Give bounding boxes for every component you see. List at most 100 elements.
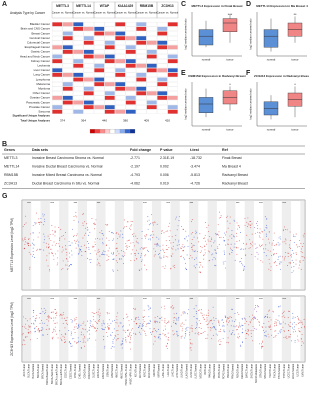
dot: [62, 260, 64, 262]
dot: [96, 311, 98, 313]
dot: [240, 232, 242, 233]
dot: [190, 343, 192, 345]
dot: [164, 251, 165, 253]
shade-band: [281, 200, 287, 290]
dot: [64, 340, 66, 342]
dot: [232, 235, 234, 237]
dot: [220, 328, 221, 330]
dot: [282, 312, 284, 313]
dot: [285, 243, 287, 245]
dot: [33, 323, 35, 325]
dot: [247, 329, 249, 330]
dot: [275, 330, 277, 332]
dot: [97, 314, 99, 316]
dot: [208, 240, 210, 242]
dot: [251, 223, 253, 225]
dot: [243, 317, 245, 319]
dot: [222, 237, 224, 239]
dot: [236, 235, 238, 237]
dot: [68, 252, 70, 254]
shade-band: [267, 200, 273, 290]
heat-cell: [104, 86, 115, 91]
dot: [183, 311, 185, 313]
dot: [84, 244, 85, 246]
dot: [259, 343, 261, 345]
dot: [43, 241, 45, 243]
dot: [227, 318, 229, 320]
dot: [219, 236, 221, 238]
dot: [239, 344, 241, 346]
dot: [183, 323, 185, 325]
dot: [155, 330, 156, 331]
dot: [236, 240, 238, 242]
dot: [236, 329, 238, 331]
dot: [292, 236, 294, 237]
dot: [223, 240, 225, 242]
dot: [289, 231, 291, 233]
dot: [147, 323, 149, 324]
dot: [219, 324, 220, 326]
dot: [212, 259, 214, 261]
dot: [219, 339, 221, 341]
dot: [291, 266, 292, 268]
dot: [236, 329, 237, 331]
dot: [46, 255, 48, 257]
dot: [34, 331, 36, 333]
dot: [162, 248, 164, 250]
dot: [55, 317, 57, 319]
dot: [279, 236, 281, 238]
heat-cell: [52, 100, 63, 105]
dot: [48, 238, 50, 240]
dot: [274, 261, 276, 263]
dot: [103, 329, 105, 330]
dot: [42, 311, 44, 313]
dot: [274, 336, 276, 338]
dot: [129, 227, 131, 229]
dot: [65, 319, 67, 321]
dot: [159, 257, 161, 259]
dot: [206, 337, 208, 339]
dot: [241, 262, 243, 264]
dot: [109, 328, 111, 330]
dot: [66, 264, 68, 266]
dot: [136, 317, 138, 318]
dot: [62, 312, 64, 314]
dot: [89, 259, 91, 261]
dot: [60, 229, 62, 231]
heat-cell: [104, 72, 115, 78]
dot: [43, 249, 45, 251]
dot: [223, 253, 225, 255]
dot: [224, 252, 226, 254]
x-tick-label: KICH.Tumor: [134, 364, 137, 377]
cancer-label: Myeloma: [38, 86, 50, 90]
dot: [154, 322, 156, 324]
cancer-label: Colorectal Cancer: [27, 40, 50, 44]
dot: [64, 264, 66, 266]
dot: [116, 261, 118, 263]
heat-cell: [83, 72, 94, 78]
heat-cell: [125, 26, 136, 31]
dot: [25, 215, 27, 217]
dot: [24, 336, 26, 338]
dot: [164, 334, 166, 335]
dot: [108, 328, 109, 330]
dot: [32, 232, 34, 234]
heat-cell: [52, 95, 63, 101]
dot: [293, 329, 295, 330]
dot: [268, 326, 270, 328]
dot: [22, 240, 24, 242]
dot: [75, 242, 77, 244]
dot: [283, 329, 285, 331]
dot: [86, 226, 88, 228]
shade-band: [175, 296, 180, 362]
dot: [167, 332, 169, 334]
dot: [52, 233, 54, 235]
dot: [267, 333, 269, 335]
dot: [159, 338, 161, 340]
dot: [42, 213, 44, 215]
shade-band: [137, 296, 143, 362]
dot: [176, 335, 178, 337]
dot: [161, 230, 163, 232]
heat-cell: [52, 31, 63, 36]
heat-cell: [167, 63, 178, 68]
